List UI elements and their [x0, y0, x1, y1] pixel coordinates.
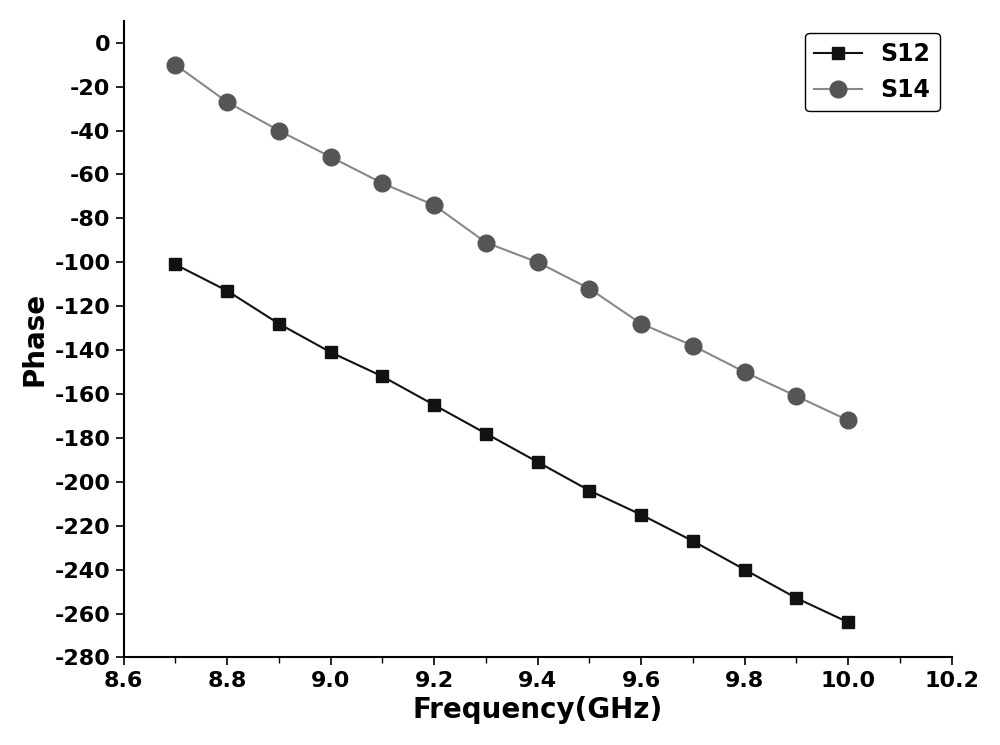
S14 — [428, 200, 440, 209]
S14 — [687, 341, 699, 350]
S14 — [221, 98, 233, 107]
S14 — [480, 238, 492, 247]
S14 — [635, 320, 647, 329]
S12 — [790, 594, 802, 603]
S12 — [428, 401, 440, 410]
S14 — [739, 367, 751, 376]
X-axis label: Frequency(GHz): Frequency(GHz) — [413, 696, 663, 724]
S12 — [532, 457, 544, 466]
S14 — [376, 179, 388, 188]
S12 — [169, 260, 181, 269]
S14 — [842, 416, 854, 425]
S12 — [376, 372, 388, 381]
Y-axis label: Phase: Phase — [21, 292, 49, 386]
S12 — [221, 286, 233, 295]
S12 — [273, 320, 285, 329]
S14 — [583, 284, 595, 293]
S12 — [635, 510, 647, 519]
Legend: S12, S14: S12, S14 — [805, 33, 940, 111]
S12 — [842, 618, 854, 627]
S14 — [532, 258, 544, 267]
S12 — [739, 565, 751, 574]
S12 — [583, 486, 595, 495]
Line: S12: S12 — [169, 259, 854, 629]
S14 — [325, 153, 337, 162]
S14 — [790, 392, 802, 401]
S12 — [687, 536, 699, 545]
Line: S14: S14 — [167, 57, 857, 428]
S12 — [480, 429, 492, 438]
S12 — [325, 348, 337, 357]
S14 — [273, 126, 285, 135]
S14 — [169, 60, 181, 69]
